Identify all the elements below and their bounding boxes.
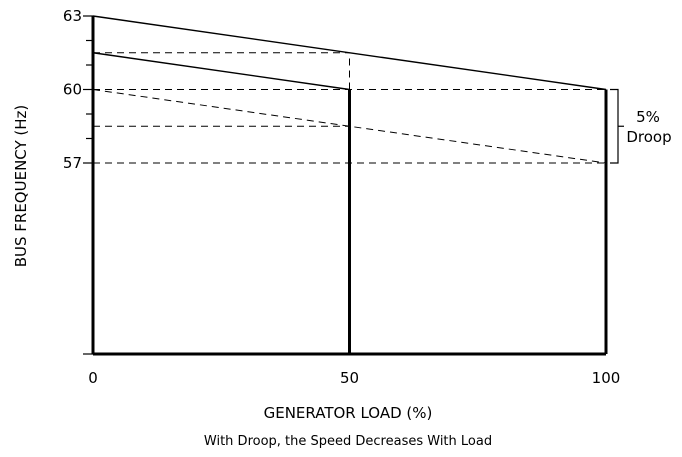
- droop-annotation: 5% Droop: [610, 88, 672, 164]
- y-tick-label: 63: [63, 7, 82, 25]
- series-line: [92, 89, 607, 164]
- tick-labels: 63 60 57 0 50 100: [63, 7, 620, 387]
- droop-percent-label: 5%: [636, 108, 660, 126]
- droop-bracket: [610, 88, 619, 164]
- x-axis-label: GENERATOR LOAD (%): [264, 404, 433, 422]
- y-axis-label: BUS FREQUENCY (Hz): [12, 105, 30, 268]
- series-lines: [92, 15, 607, 164]
- series-line: [92, 15, 607, 91]
- x-tick-label: 0: [88, 369, 98, 387]
- axes: [83, 15, 606, 356]
- x-tick-label: 50: [340, 369, 359, 387]
- x-tick-label: 100: [592, 369, 621, 387]
- droop-word-label: Droop: [626, 128, 671, 146]
- series-line: [92, 52, 350, 91]
- load-bars: [91, 16, 608, 354]
- y-tick-label: 57: [63, 154, 82, 172]
- figure-caption: With Droop, the Speed Decreases With Loa…: [204, 434, 492, 449]
- y-tick-label: 60: [63, 81, 82, 99]
